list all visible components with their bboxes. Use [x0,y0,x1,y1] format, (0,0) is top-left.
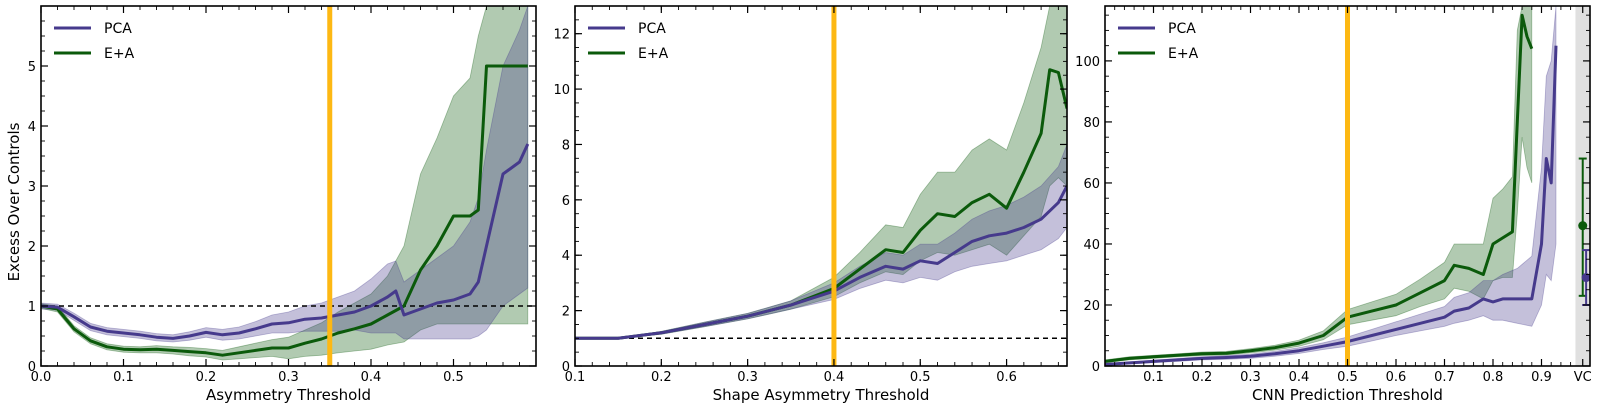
x-tick-label: 0.7 [1434,370,1455,385]
plot-area [1105,6,1590,366]
confidence-band-pca [41,6,529,343]
vc-point-e-a [1578,221,1588,231]
series-line-e-a [41,64,528,357]
y-tick-label: 40 [1083,238,1100,253]
y-tick-label: 3 [28,180,36,195]
y-tick-label: 0 [1092,360,1100,375]
x-axis-label: Asymmetry Threshold [206,386,371,404]
x-tick-label: 0.1 [113,370,134,385]
series-line-e-a [1105,13,1534,363]
x-tick-label: 0.3 [1240,370,1261,385]
y-tick-label: 1 [28,300,36,315]
x-tick-label: 0.9 [1531,370,1552,385]
y-tick-label: 4 [28,120,36,135]
x-tick-label: 0.5 [1337,370,1358,385]
confidence-band-e-a [575,6,1067,339]
x-tick-label: 0.3 [737,370,758,385]
series-line-pca [575,185,1067,340]
y-tick-label: 20 [1083,299,1100,314]
legend: PCA E+A [588,21,669,62]
y-tick-label: 2 [28,240,36,255]
y-tick-label: 80 [1083,116,1100,131]
legend: PCA E+A [1118,21,1199,62]
x-tick-label: 0.6 [996,370,1017,385]
x-tick-label: 0.3 [278,370,299,385]
legend-label-e-a: E+A [104,46,135,62]
legend-label-pca: PCA [638,21,666,37]
confidence-band-pca [1105,6,1557,366]
y-tick-label: 12 [553,28,570,43]
y-tick-label: 6 [562,194,570,209]
x-tick-label: 0.4 [1289,370,1310,385]
confidence-band-e-a [41,6,529,361]
y-tick-label: 4 [562,249,570,264]
chart-panel-2: 0.1 0.2 0.3 0.4 0.5 0.6 0 2 4 6 8 10 12 Shape Asymmet… [553,5,1068,404]
y-tick-label: 5 [28,60,36,75]
legend-label-e-a: E+A [638,46,669,62]
y-tick-label: 60 [1083,177,1100,192]
confidence-band-e-a [1105,6,1533,364]
x-tick-label: 0.8 [1483,370,1504,385]
series-line-pca [1105,45,1558,366]
x-axis-label: Shape Asymmetry Threshold [713,386,930,404]
x-tick-label: 0.0 [31,370,52,385]
vc-point-pca [1581,273,1590,283]
confidence-band-pca [575,144,1067,339]
legend-label-pca: PCA [1168,21,1196,37]
x-tick-label: 0.4 [361,370,382,385]
y-axis-label: Excess Over Controls [5,122,23,281]
y-tick-label: 2 [562,305,570,320]
x-tick-label: VC [1574,370,1592,385]
x-tick-label: 0.5 [910,370,931,385]
chart-panel-3: 0.1 0.2 0.3 0.4 0.5 0.6 0.7 0.8 0.9 VC 0 20 40 60 80 10… [1075,5,1592,404]
plot-area [575,6,1067,366]
plot-area [41,6,536,366]
x-tick-label: 0.6 [1386,370,1407,385]
x-tick-label: 0.1 [565,370,586,385]
x-tick-label: 0.2 [196,370,217,385]
legend: PCA E+A [54,21,135,62]
y-tick-label: 8 [562,138,570,153]
y-tick-label: 0 [28,360,36,375]
x-tick-label: 0.1 [1143,370,1164,385]
y-tick-label: 0 [562,360,570,375]
legend-label-pca: PCA [104,21,132,37]
x-tick-label: 0.2 [1192,370,1213,385]
x-tick-label: 0.2 [651,370,672,385]
y-tick-label: 100 [1075,55,1100,70]
series-line-pca [41,143,530,340]
x-tick-label: 0.4 [824,370,845,385]
x-axis-label: CNN Prediction Threshold [1252,386,1443,404]
x-tick-label: 0.5 [443,370,464,385]
y-tick-label: 10 [553,83,570,98]
legend-label-e-a: E+A [1168,46,1199,62]
chart-panel-1: 0.0 0.1 0.2 0.3 0.4 0.5 0 1 2 3 4 5 Asymmetry Thresh… [28,5,537,404]
